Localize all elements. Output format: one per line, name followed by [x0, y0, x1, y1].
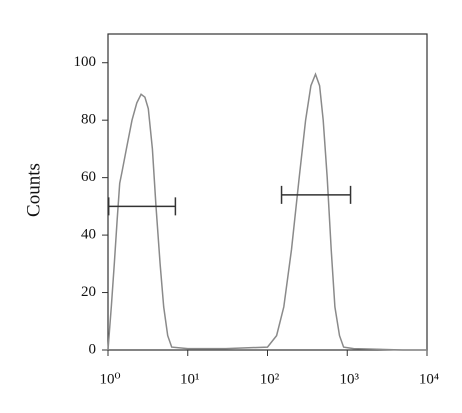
y-tick-label: 0	[89, 341, 97, 357]
y-tick-label: 40	[81, 227, 96, 243]
y-tick-label: 80	[81, 112, 96, 128]
plot-frame	[107, 33, 428, 351]
x-tick-label: 10⁰	[99, 371, 120, 387]
y-axis-label: Counts	[23, 163, 44, 217]
y-tick-label: 100	[74, 54, 97, 70]
x-tick-label: 10⁴	[419, 371, 439, 387]
x-tick-label: 10¹	[180, 371, 200, 387]
y-tick-label: 60	[81, 169, 96, 185]
x-tick-label: 10³	[340, 371, 360, 387]
y-tick-label: 20	[81, 284, 96, 300]
histogram-line	[107, 72, 427, 351]
x-tick-label: 10²	[260, 371, 280, 387]
